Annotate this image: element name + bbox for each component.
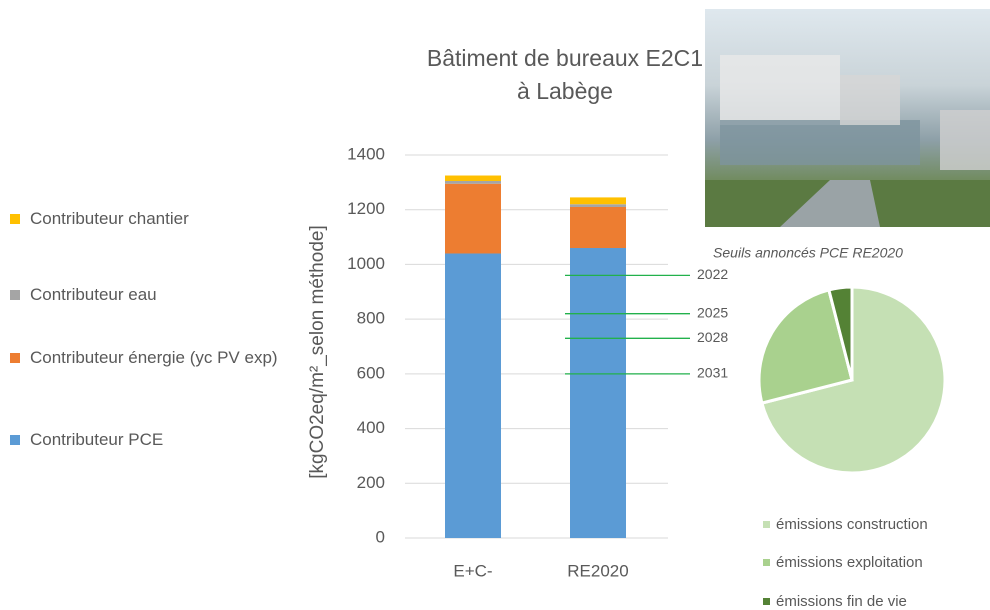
photo [705, 9, 990, 227]
annotation: Seuils annoncés PCE RE2020 [713, 245, 903, 261]
bar-segment [570, 206, 626, 249]
bar-segment [570, 248, 626, 538]
legend-swatch [763, 521, 770, 528]
y-tick-label: 1400 [347, 144, 385, 163]
threshold-label: 2022 [697, 266, 728, 282]
bar-segment [570, 197, 626, 205]
y-tick-label: 400 [357, 418, 385, 437]
legend-label: Contributeur eau [30, 285, 157, 304]
threshold-label: 2028 [697, 329, 728, 345]
legend-swatch [10, 353, 20, 363]
legend-label: Contributeur PCE [30, 430, 164, 449]
bar-segment [445, 175, 501, 181]
bar-segment [570, 204, 626, 207]
y-tick-label: 1200 [347, 199, 385, 218]
bar-segment [445, 180, 501, 184]
pie-slice [757, 288, 854, 405]
threshold-label: 2031 [697, 365, 728, 381]
legend-swatch [10, 435, 20, 445]
chart-title: Bâtiment de bureaux E2C1 à Labège [426, 45, 704, 104]
legend-swatch [763, 559, 770, 566]
x-tick-label: RE2020 [567, 561, 628, 580]
bar-segment [445, 183, 501, 254]
legend-label: Contributeur chantier [30, 209, 189, 228]
legend-swatch [763, 598, 770, 605]
x-tick-label: E+C- [453, 561, 492, 580]
y-tick-label: 200 [357, 473, 385, 492]
legend-label: émissions fin de vie [776, 593, 907, 610]
y-tick-label: 600 [357, 363, 385, 382]
legend-swatch [10, 214, 20, 224]
legend-label: émissions construction [776, 516, 928, 533]
bar-segment [445, 253, 501, 538]
legend-label: émissions exploitation [776, 554, 923, 571]
legend-swatch [10, 290, 20, 300]
threshold-label: 2025 [697, 304, 728, 320]
y-tick-label: 1000 [347, 254, 385, 273]
legend-label: Contributeur énergie (yc PV exp) [30, 348, 278, 367]
pie-slice [827, 285, 854, 381]
y-tick-label: 800 [357, 309, 385, 328]
y-axis-label: [kgCO2eq/m²_selon méthode] [307, 225, 328, 478]
y-tick-label: 0 [376, 527, 385, 546]
